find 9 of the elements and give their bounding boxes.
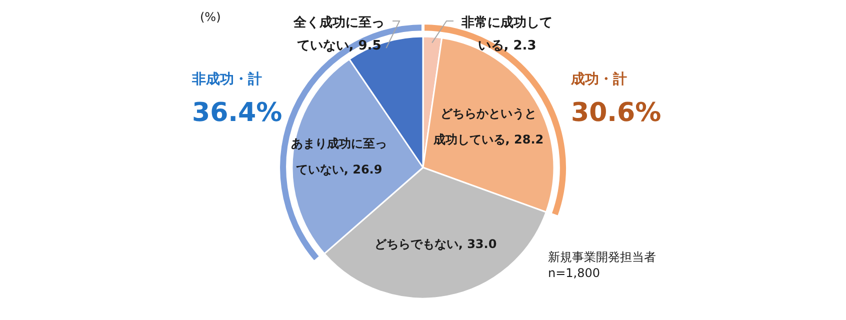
text: 新規事業開発担当者 <box>548 250 656 264</box>
data-label: 30.6% <box>571 98 662 128</box>
slice-label: 非成功・計 <box>191 72 262 88</box>
text: (%) <box>200 10 221 24</box>
data-label: 36.4% <box>192 98 282 128</box>
slice-label: 成功・計 <box>570 72 627 88</box>
slice-label: どちらかというと成功している, 28.2 <box>432 106 544 146</box>
text: n=1,800 <box>548 266 600 280</box>
slice-label: どちらでもない, 33.0 <box>374 236 497 251</box>
